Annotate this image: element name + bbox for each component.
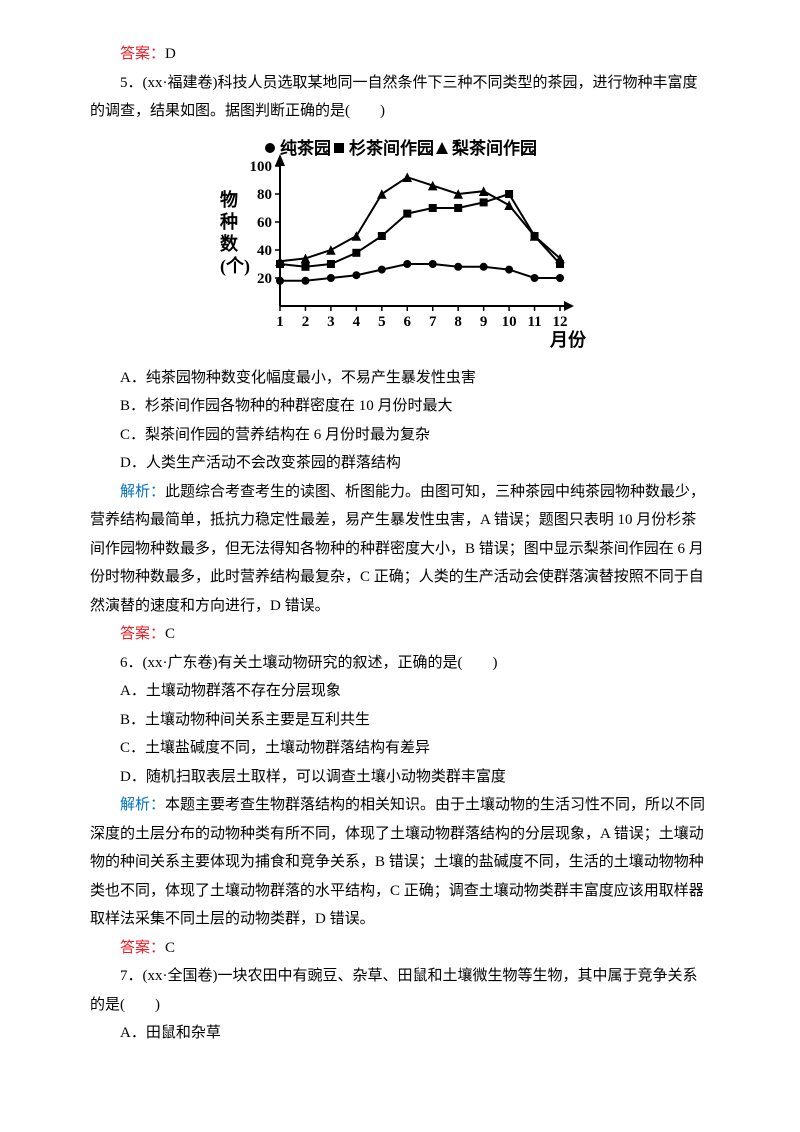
svg-text:40: 40 [257, 243, 272, 259]
q5-option-d: D．人类生产活动不会改变茶园的群落结构 [90, 449, 710, 478]
q7-stem: 7．(xx·全国卷)一块农田中有豌豆、杂草、田鼠和土壤微生物等生物，其中属于竞争… [90, 962, 710, 1019]
q6-option-a: A．土壤动物群落不存在分层现象 [90, 677, 710, 706]
svg-text:月份: 月份 [549, 329, 587, 350]
page: 答案：D 5．(xx·福建卷)科技人员选取某地同一自然条件下三种不同类型的茶园，… [0, 0, 800, 1132]
q6-answer-value: C [165, 940, 175, 956]
q5-chart: 20406080100123456789101112月份物种数(个)纯茶园杉茶间… [210, 134, 590, 354]
svg-text:10: 10 [502, 314, 517, 330]
q6-analysis: 解析：本题主要考查生物群落结构的相关知识。由于土壤动物的生活习性不同，所以不同深… [90, 791, 710, 934]
q4-answer-value: D [165, 46, 176, 62]
svg-text:12: 12 [553, 314, 568, 330]
svg-text:物: 物 [220, 189, 238, 210]
svg-text:数: 数 [220, 233, 239, 254]
q6-number: 6． [120, 655, 143, 671]
q5-answer-value: C [165, 626, 175, 642]
answer-label: 答案： [120, 46, 165, 62]
answer-label: 答案： [120, 626, 165, 642]
analysis-label: 解析： [120, 484, 165, 500]
svg-text:梨茶间作园: 梨茶间作园 [451, 138, 537, 158]
analysis-label: 解析： [120, 797, 165, 813]
q5-analysis-text: 此题综合考查考生的读图、析图能力。由图可知，三种茶园中纯茶园物种数最少，营养结构… [90, 484, 705, 614]
q5-number: 5． [120, 75, 143, 91]
q5-answer-line: 答案：C [90, 620, 710, 649]
q6-stem-text: 有关土壤动物研究的叙述，正确的是( ) [218, 655, 498, 671]
q6-option-c: C．土壤盐碱度不同，土壤动物群落结构有差异 [90, 734, 710, 763]
q5-chart-wrap: 20406080100123456789101112月份物种数(个)纯茶园杉茶间… [90, 134, 710, 354]
svg-text:1: 1 [276, 314, 284, 330]
svg-text:60: 60 [257, 215, 272, 231]
svg-text:种: 种 [219, 211, 238, 232]
q5-option-a: A．纯茶园物种数变化幅度最小，不易产生暴发性虫害 [90, 364, 710, 393]
svg-text:6: 6 [404, 314, 412, 330]
q6-option-d: D．随机扫取表层土取样，可以调查土壤小动物类群丰富度 [90, 763, 710, 792]
q6-answer-line: 答案：C [90, 934, 710, 963]
svg-text:9: 9 [480, 314, 488, 330]
svg-text:80: 80 [257, 187, 272, 203]
q7-source: (xx·全国卷) [143, 968, 218, 984]
svg-text:纯茶园: 纯茶园 [280, 138, 331, 158]
svg-text:8: 8 [454, 314, 462, 330]
svg-text:5: 5 [378, 314, 386, 330]
svg-text:11: 11 [527, 314, 541, 330]
q5-source: (xx·福建卷) [143, 75, 218, 91]
svg-text:3: 3 [327, 314, 335, 330]
q4-answer-line: 答案：D [90, 40, 710, 69]
svg-text:4: 4 [353, 314, 361, 330]
q7-number: 7． [120, 968, 143, 984]
svg-text:100: 100 [250, 159, 273, 175]
q5-option-c: C．梨茶间作园的营养结构在 6 月份时最为复杂 [90, 421, 710, 450]
q6-source: (xx·广东卷) [143, 655, 218, 671]
svg-text:2: 2 [302, 314, 310, 330]
svg-text:(个): (个) [220, 255, 250, 277]
q6-analysis-text: 本题主要考查生物群落结构的相关知识。由于土壤动物的生活习性不同，所以不同深度的土… [90, 797, 705, 927]
answer-label: 答案： [120, 940, 165, 956]
q6-stem: 6．(xx·广东卷)有关土壤动物研究的叙述，正确的是( ) [90, 649, 710, 678]
q5-option-b: B．杉茶间作园各物种的种群密度在 10 月份时最大 [90, 392, 710, 421]
q5-stem: 5．(xx·福建卷)科技人员选取某地同一自然条件下三种不同类型的茶园，进行物种丰… [90, 69, 710, 126]
svg-text:7: 7 [429, 314, 437, 330]
svg-text:杉茶间作园: 杉茶间作园 [349, 138, 434, 158]
q7-option-a: A．田鼠和杂草 [90, 1019, 710, 1048]
q5-analysis: 解析：此题综合考查考生的读图、析图能力。由图可知，三种茶园中纯茶园物种数最少，营… [90, 478, 710, 621]
q6-option-b: B．土壤动物种间关系主要是互利共生 [90, 706, 710, 735]
svg-text:20: 20 [257, 271, 272, 287]
